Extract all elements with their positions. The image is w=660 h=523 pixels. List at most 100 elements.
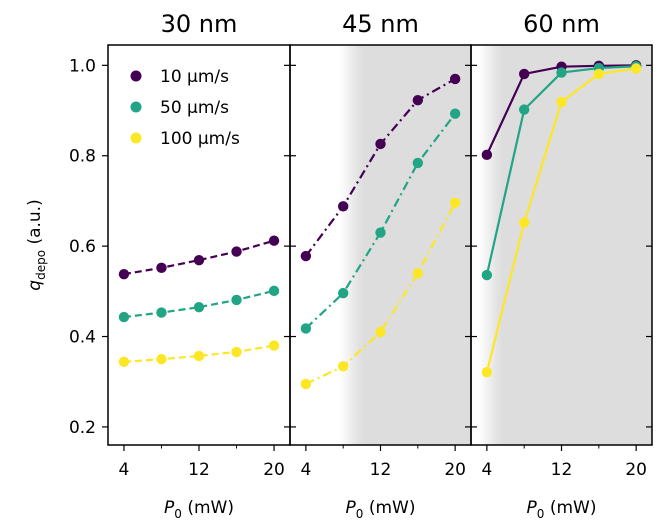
data-point — [630, 63, 642, 74]
data-point — [481, 269, 493, 281]
label-symbol: P — [527, 498, 538, 518]
data-point — [193, 301, 205, 313]
legend-label: 50 µm/s — [160, 98, 229, 118]
data-point — [118, 356, 130, 368]
series-group — [118, 235, 280, 368]
y-axis-label: qdepo (a.u.) — [25, 199, 48, 290]
y-tick-labels: 0.2 0.4 0.6 0.8 1.0 — [69, 56, 96, 438]
data-point — [449, 108, 461, 119]
data-point — [337, 361, 349, 372]
label-subscript: 0 — [174, 507, 182, 521]
label-symbol: q — [25, 280, 45, 291]
data-point — [593, 68, 605, 80]
legend-marker — [130, 101, 142, 113]
data-point — [300, 323, 312, 334]
data-point — [375, 326, 386, 338]
series-line — [123, 289, 275, 319]
data-point — [518, 68, 530, 80]
legend-label: 100 µm/s — [160, 129, 240, 149]
data-point — [118, 268, 130, 280]
panel-30nm: 30 nm 4 12 20 0.2 0.4 0.6 0.8 1.0 P0 (mW) — [69, 10, 291, 521]
data-point — [231, 246, 242, 257]
series-line — [123, 344, 275, 363]
data-point — [118, 311, 130, 323]
shade-fade — [339, 45, 362, 445]
legend: 10 µm/s 50 µm/s 100 µm/s — [130, 67, 240, 149]
x-tick-labels: 4 12 20 — [119, 460, 285, 480]
legend-marker — [130, 132, 142, 144]
data-point — [518, 217, 530, 228]
x-tick-labels: 4 12 20 — [481, 460, 647, 480]
data-point — [412, 268, 424, 279]
x-tick-label: 4 — [300, 460, 311, 480]
data-point — [337, 201, 349, 212]
data-point — [449, 197, 461, 208]
data-point — [412, 94, 424, 106]
label-subscript: depo — [34, 250, 48, 280]
data-point — [193, 254, 205, 266]
x-axis-label: P0 (mW) — [164, 498, 234, 521]
x-axis-label: P0 (mW) — [527, 498, 597, 521]
label-unit: (mW) — [182, 498, 234, 518]
tick-marks — [102, 64, 290, 451]
tick-marks — [471, 64, 652, 451]
y-tick-label: 0.8 — [69, 147, 96, 167]
data-point — [156, 307, 167, 318]
data-point — [481, 367, 493, 378]
data-point — [268, 340, 280, 351]
panel-title: 60 nm — [523, 10, 600, 38]
y-tick-label: 1.0 — [69, 56, 96, 76]
series-line — [123, 239, 275, 276]
data-point — [518, 104, 530, 115]
x-axis-label: P0 (mW) — [346, 498, 416, 521]
data-point — [412, 157, 424, 169]
data-point — [300, 378, 312, 390]
data-point — [193, 350, 205, 362]
x-tick-label: 20 — [625, 460, 647, 480]
x-tick-label: 12 — [370, 460, 392, 480]
shade-fade — [478, 45, 501, 445]
x-tick-label: 20 — [444, 460, 466, 480]
panel-title: 45 nm — [342, 10, 419, 38]
data-point — [337, 287, 349, 299]
data-point — [268, 285, 280, 297]
label-subscript: 0 — [356, 507, 364, 521]
data-point — [556, 96, 567, 108]
label-unit: (mW) — [544, 498, 596, 518]
y-tick-label: 0.6 — [69, 237, 96, 257]
data-point — [375, 227, 386, 238]
plot-frame — [470, 44, 653, 446]
series-group — [481, 60, 642, 378]
data-point — [449, 73, 461, 85]
x-tick-label: 20 — [263, 460, 285, 480]
shaded-region — [339, 45, 471, 445]
panel-60nm: 60 nm 4 12 20 P0 (mW) — [470, 10, 653, 521]
data-point — [231, 294, 242, 306]
legend-marker — [130, 70, 142, 82]
y-tick-label: 0.4 — [69, 328, 96, 348]
x-tick-labels: 4 12 20 — [300, 460, 466, 480]
data-point — [156, 353, 167, 365]
x-tick-label: 4 — [119, 460, 130, 480]
data-point — [268, 235, 280, 246]
data-point — [375, 138, 386, 150]
panel-45nm: 45 nm 4 12 20 P0 (mW) — [289, 10, 472, 521]
data-point — [231, 346, 242, 358]
series-group — [300, 73, 461, 390]
y-tick-label: 0.2 — [69, 418, 96, 438]
series-line — [305, 202, 457, 385]
legend-label: 10 µm/s — [160, 67, 229, 87]
label-symbol: P — [164, 498, 175, 518]
data-point — [481, 149, 493, 161]
x-tick-label: 4 — [481, 460, 492, 480]
label-unit: (mW) — [363, 498, 415, 518]
data-point — [556, 67, 567, 78]
label-unit: (a.u.) — [25, 199, 45, 250]
data-point — [300, 250, 312, 262]
x-tick-label: 12 — [551, 460, 573, 480]
x-tick-label: 12 — [188, 460, 210, 480]
data-point — [156, 262, 167, 274]
label-subscript: 0 — [537, 507, 545, 521]
label-symbol: P — [346, 498, 357, 518]
